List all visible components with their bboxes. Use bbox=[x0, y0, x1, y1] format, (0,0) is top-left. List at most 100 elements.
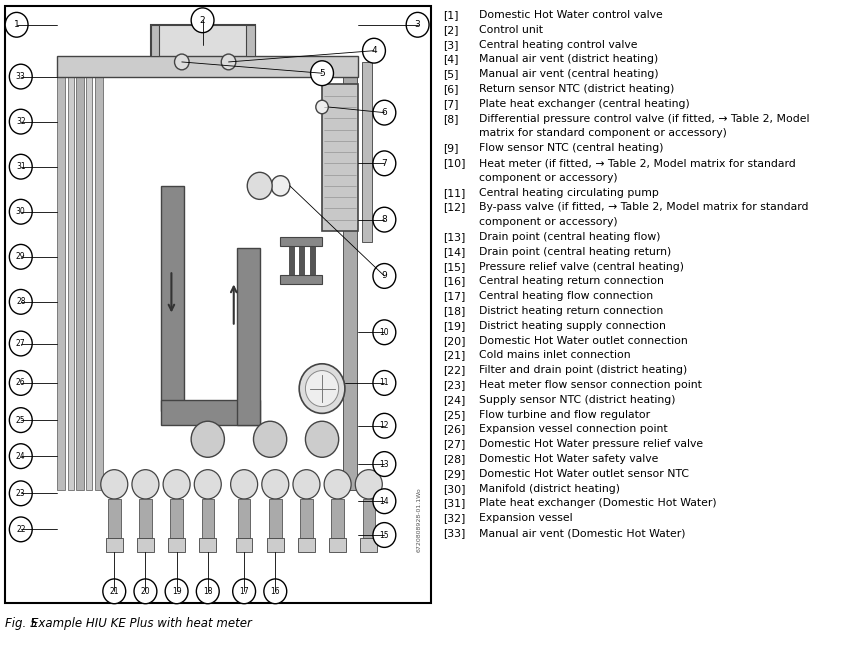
Text: Expansion vessel: Expansion vessel bbox=[479, 513, 573, 523]
Bar bbox=[363, 499, 375, 538]
Circle shape bbox=[10, 517, 32, 541]
Text: Plate heat exchanger (Domestic Hot Water): Plate heat exchanger (Domestic Hot Water… bbox=[479, 499, 716, 509]
Circle shape bbox=[103, 579, 125, 604]
Bar bbox=[57, 62, 66, 490]
Text: 25: 25 bbox=[16, 415, 26, 425]
Text: [10]: [10] bbox=[442, 158, 465, 168]
Circle shape bbox=[306, 421, 339, 458]
Text: Flow turbine and flow regulator: Flow turbine and flow regulator bbox=[479, 409, 650, 419]
Text: component or accessory): component or accessory) bbox=[479, 173, 618, 183]
Bar bbox=[309, 242, 314, 276]
Text: [32]: [32] bbox=[442, 513, 465, 523]
Text: [13]: [13] bbox=[442, 232, 465, 242]
Bar bbox=[150, 25, 159, 56]
Text: Filter and drain point (district heating): Filter and drain point (district heating… bbox=[479, 365, 687, 375]
Bar bbox=[360, 538, 377, 552]
Text: 16: 16 bbox=[270, 587, 280, 596]
Text: Domestic Hot Water safety valve: Domestic Hot Water safety valve bbox=[479, 454, 658, 464]
Bar bbox=[269, 499, 282, 538]
Bar bbox=[322, 85, 359, 231]
Bar bbox=[76, 62, 84, 490]
Circle shape bbox=[10, 481, 32, 506]
Circle shape bbox=[10, 199, 32, 224]
Text: 2: 2 bbox=[200, 16, 206, 25]
Circle shape bbox=[165, 579, 188, 604]
Text: component or accessory): component or accessory) bbox=[479, 217, 618, 227]
Circle shape bbox=[221, 54, 236, 70]
Text: 24: 24 bbox=[16, 452, 26, 461]
Text: [20]: [20] bbox=[442, 336, 465, 346]
Text: 7: 7 bbox=[382, 159, 387, 168]
Circle shape bbox=[191, 421, 225, 458]
Circle shape bbox=[10, 370, 32, 395]
Text: 8: 8 bbox=[382, 215, 387, 224]
Text: 11: 11 bbox=[379, 378, 389, 387]
Text: Expansion vessel connection point: Expansion vessel connection point bbox=[479, 424, 668, 434]
Text: 3: 3 bbox=[415, 20, 421, 30]
Bar bbox=[161, 400, 260, 425]
Text: [25]: [25] bbox=[442, 409, 465, 419]
Circle shape bbox=[10, 154, 32, 179]
Circle shape bbox=[373, 151, 396, 176]
Text: [16]: [16] bbox=[442, 276, 465, 287]
Bar bbox=[281, 275, 322, 284]
Bar bbox=[67, 62, 73, 490]
Text: [26]: [26] bbox=[442, 424, 465, 434]
Circle shape bbox=[373, 207, 396, 232]
Circle shape bbox=[232, 579, 256, 604]
Circle shape bbox=[262, 470, 289, 499]
Text: Central heating control valve: Central heating control valve bbox=[479, 40, 638, 50]
Text: [5]: [5] bbox=[442, 69, 458, 79]
Circle shape bbox=[10, 331, 32, 356]
Bar bbox=[137, 538, 154, 552]
Text: [22]: [22] bbox=[442, 365, 465, 375]
Circle shape bbox=[10, 444, 32, 468]
Text: 12: 12 bbox=[379, 421, 389, 430]
Text: [6]: [6] bbox=[442, 84, 458, 94]
Text: 27: 27 bbox=[16, 339, 26, 348]
Bar bbox=[170, 499, 183, 538]
Bar bbox=[106, 538, 123, 552]
Bar bbox=[86, 62, 92, 490]
Circle shape bbox=[316, 100, 328, 114]
Text: District heating return connection: District heating return connection bbox=[479, 306, 664, 316]
Text: Manifold (district heating): Manifold (district heating) bbox=[479, 484, 620, 494]
Circle shape bbox=[311, 61, 334, 86]
Circle shape bbox=[175, 54, 189, 70]
Circle shape bbox=[10, 244, 32, 269]
Text: Manual air vent (district heating): Manual air vent (district heating) bbox=[479, 54, 658, 64]
Circle shape bbox=[231, 470, 257, 499]
Circle shape bbox=[5, 12, 28, 37]
Text: 19: 19 bbox=[172, 587, 181, 596]
Bar bbox=[238, 499, 251, 538]
Bar bbox=[108, 499, 120, 538]
Text: [33]: [33] bbox=[442, 528, 465, 538]
Text: Differential pressure control valve (if fitted, → Table 2, Model: Differential pressure control valve (if … bbox=[479, 113, 810, 123]
Text: Control unit: Control unit bbox=[479, 25, 543, 35]
Circle shape bbox=[373, 488, 396, 513]
Circle shape bbox=[373, 100, 396, 125]
Text: 6720808928-01.1Wo: 6720808928-01.1Wo bbox=[416, 487, 421, 552]
Text: Domestic Hot Water control valve: Domestic Hot Water control valve bbox=[479, 10, 663, 20]
Circle shape bbox=[163, 470, 190, 499]
Text: [11]: [11] bbox=[442, 188, 465, 197]
Text: 26: 26 bbox=[16, 378, 26, 387]
Text: [1]: [1] bbox=[442, 10, 458, 20]
Circle shape bbox=[306, 370, 339, 407]
Text: 9: 9 bbox=[382, 272, 387, 280]
Text: 31: 31 bbox=[16, 162, 26, 171]
Circle shape bbox=[299, 364, 345, 413]
Text: [12]: [12] bbox=[442, 203, 465, 213]
Text: 1: 1 bbox=[14, 20, 20, 30]
Bar bbox=[300, 499, 313, 538]
Text: Domestic Hot Water outlet connection: Domestic Hot Water outlet connection bbox=[479, 336, 688, 346]
Text: 20: 20 bbox=[141, 587, 150, 596]
Bar bbox=[94, 62, 103, 490]
Circle shape bbox=[373, 370, 396, 395]
Bar bbox=[246, 25, 255, 56]
Text: [4]: [4] bbox=[442, 54, 458, 64]
Text: 13: 13 bbox=[379, 460, 389, 468]
Circle shape bbox=[10, 289, 32, 314]
Text: [19]: [19] bbox=[442, 321, 465, 331]
Text: Domestic Hot Water outlet sensor NTC: Domestic Hot Water outlet sensor NTC bbox=[479, 469, 689, 479]
